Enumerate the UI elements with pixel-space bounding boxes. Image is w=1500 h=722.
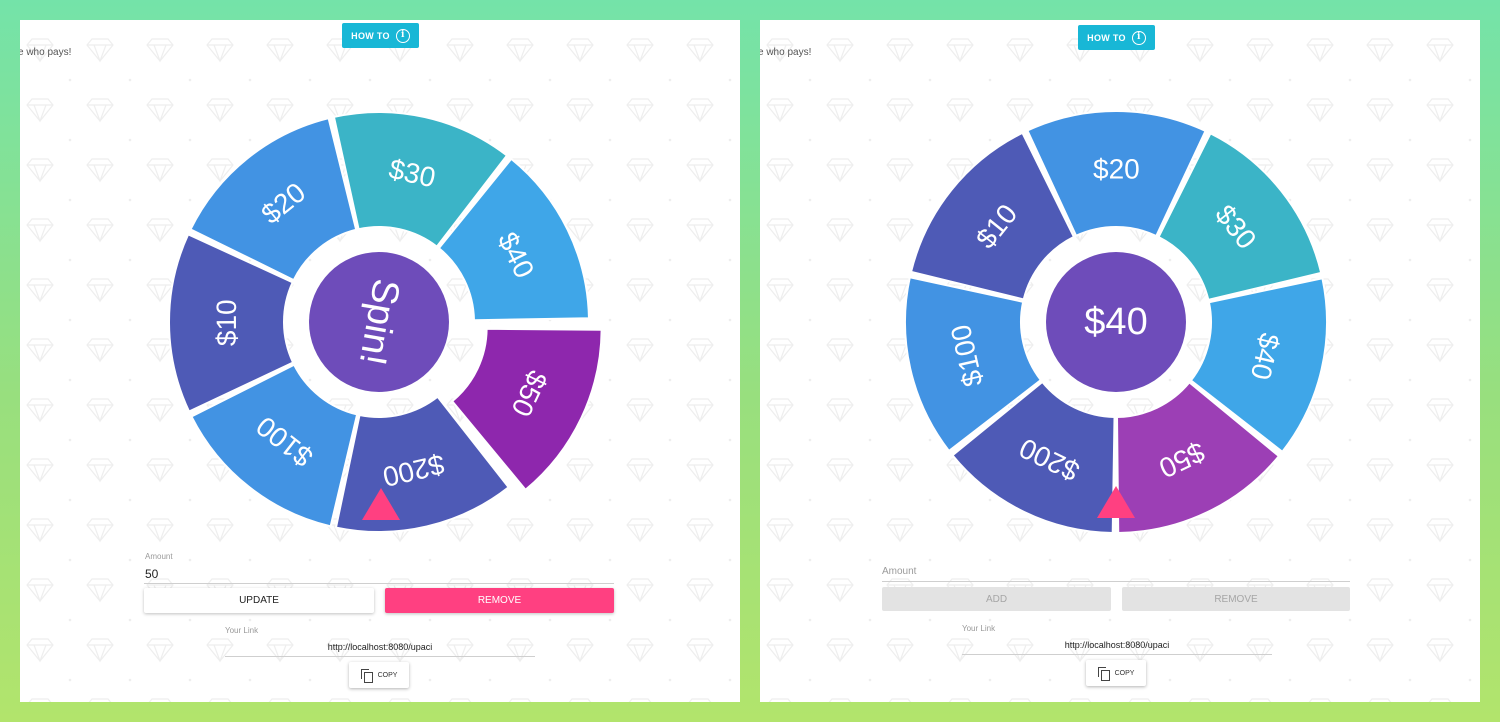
spin-button[interactable] bbox=[1046, 252, 1186, 392]
how-to-label: HOW TO bbox=[1087, 32, 1126, 43]
tagline: e who pays! bbox=[20, 47, 72, 58]
left-panel: HOW TO i e who pays! $10 $20 $30 $40 $50 $200… bbox=[20, 20, 740, 702]
amount-label: Amount bbox=[882, 566, 917, 577]
wheel-segment: $30 bbox=[1157, 132, 1323, 301]
wheel-segment: $100 bbox=[190, 363, 359, 528]
spin-button-label: $40 bbox=[1084, 301, 1147, 343]
wheel-segment: $30 bbox=[332, 111, 508, 248]
tagline: e who pays! bbox=[760, 47, 812, 58]
how-to-label: HOW TO bbox=[351, 30, 390, 41]
wheel-segment: $20 bbox=[1026, 110, 1207, 237]
wheel-segment: $50 bbox=[1116, 381, 1280, 534]
wheel-segment: $10 bbox=[168, 233, 295, 413]
wheel-segment: $100 bbox=[904, 276, 1042, 452]
segment-label: $20 bbox=[1093, 153, 1140, 184]
info-icon: i bbox=[395, 28, 410, 43]
right-panel: HOW TO i e who pays! $10 $20 $30 $40 $50 $200… bbox=[760, 20, 1480, 702]
your-link-label: Your Link bbox=[962, 624, 996, 633]
wheel-segment: $40 bbox=[1189, 277, 1328, 453]
link-field[interactable]: http://localhost:8080/upaci bbox=[1064, 640, 1170, 650]
how-to-button[interactable]: HOW TO i bbox=[1078, 25, 1155, 50]
pointer-icon bbox=[362, 488, 400, 520]
amount-label: Amount bbox=[145, 552, 173, 561]
amount-input[interactable]: 50 bbox=[145, 567, 159, 581]
pointer-icon bbox=[1097, 486, 1135, 518]
wheel-segment: $20 bbox=[189, 117, 358, 282]
remove-button[interactable]: REMOVE bbox=[385, 588, 614, 613]
your-link-label: Your Link bbox=[225, 626, 259, 635]
info-icon: i bbox=[1131, 30, 1146, 45]
spin-button[interactable] bbox=[309, 252, 449, 392]
amount-underline bbox=[882, 581, 1350, 582]
diamond-pattern-background bbox=[766, 38, 1472, 702]
link-underline bbox=[225, 656, 535, 657]
update-button[interactable]: UPDATE bbox=[144, 588, 374, 613]
copy-label: COPY bbox=[377, 671, 398, 679]
segment-label: $10 bbox=[211, 299, 242, 346]
copy-label: COPY bbox=[1114, 669, 1135, 677]
prize-wheel[interactable]: $10$20$30$40$50$200$100 $40 bbox=[876, 82, 1356, 542]
wheel-segment: $200 bbox=[951, 381, 1116, 534]
amount-underline bbox=[144, 583, 614, 584]
copy-icon bbox=[1097, 666, 1110, 681]
link-underline bbox=[962, 654, 1272, 655]
copy-button[interactable]: COPY bbox=[349, 662, 409, 688]
how-to-button[interactable]: HOW TO i bbox=[342, 23, 419, 48]
remove-button[interactable]: REMOVE bbox=[1122, 587, 1350, 611]
add-button[interactable]: ADD bbox=[882, 587, 1111, 611]
link-field[interactable]: http://localhost:8080/upaci bbox=[327, 642, 433, 652]
wheel-segment: $40 bbox=[437, 157, 590, 322]
wheel-segment: $10 bbox=[910, 131, 1075, 301]
copy-button[interactable]: COPY bbox=[1086, 660, 1146, 686]
wheel-segment: $50 bbox=[451, 327, 603, 491]
copy-icon bbox=[360, 668, 373, 683]
